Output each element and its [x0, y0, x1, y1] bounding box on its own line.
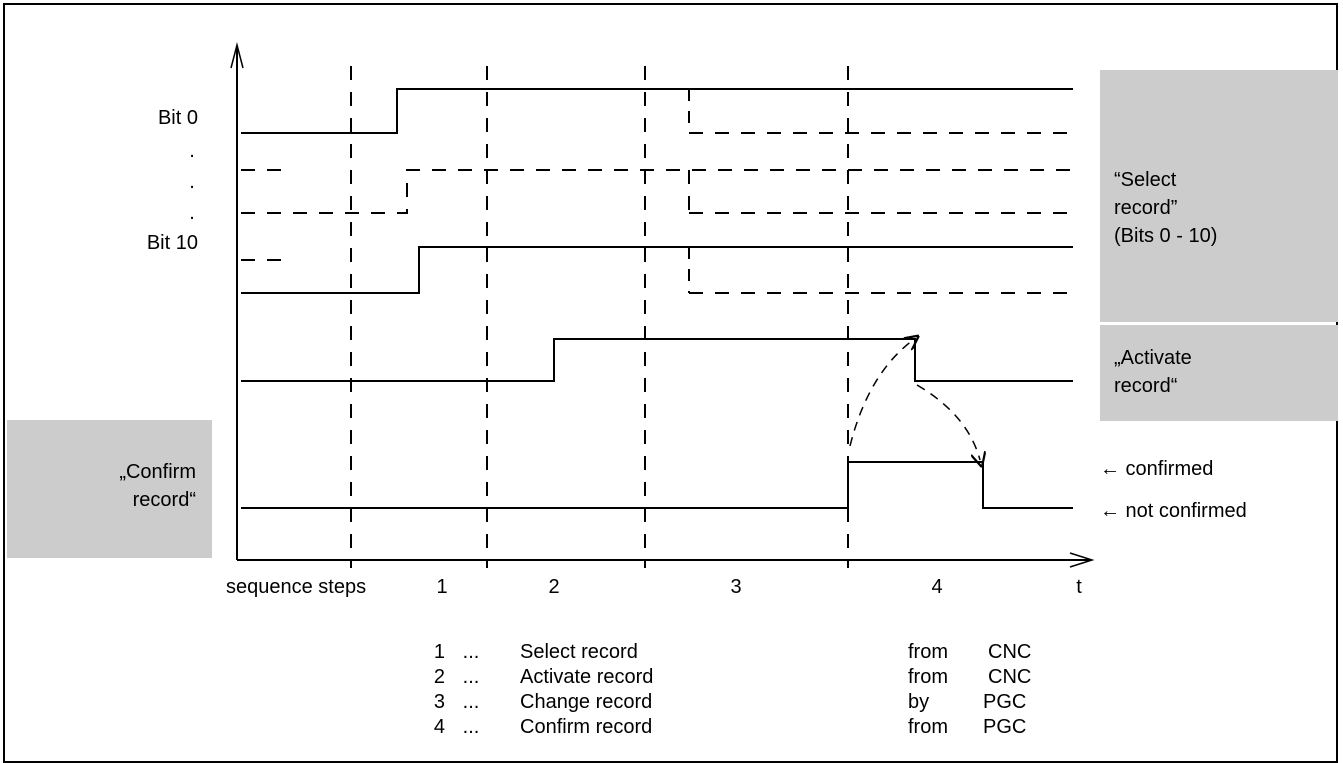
- legend-action-1: Select record: [520, 641, 638, 663]
- bit10-label: Bit 10: [147, 232, 198, 254]
- legend: 1 ... Select record from CNC 2 ... Activ…: [434, 641, 1031, 738]
- bit10-signal: [241, 246, 1073, 294]
- legend-action-3: Change record: [520, 691, 652, 713]
- legend-source-4: PGC: [983, 716, 1026, 738]
- activate-record-signal: [241, 338, 1073, 382]
- confirm-to-activate-arrow: [849, 340, 913, 447]
- bit0-signal: [241, 88, 1073, 134]
- step-number-4: 4: [931, 576, 942, 598]
- middle-bits-signal: [241, 169, 1073, 214]
- step-number-2: 2: [548, 576, 559, 598]
- legend-source-prefix-3: by: [908, 691, 929, 713]
- legend-source-prefix-4: from: [908, 716, 948, 738]
- confirm-record-panel: [7, 420, 212, 558]
- legend-sep-2: ...: [463, 666, 480, 688]
- legend-num-3: 3: [434, 691, 445, 713]
- select-record-line-1: “Select: [1114, 169, 1177, 191]
- legend-source-2: CNC: [988, 666, 1031, 688]
- activate-record-line-1: „Activate: [1114, 347, 1192, 369]
- legend-source-3: PGC: [983, 691, 1026, 713]
- activate-to-confirm-arrow: [916, 384, 980, 460]
- legend-num-4: 4: [434, 716, 445, 738]
- dot-2: .: [189, 171, 195, 193]
- legend-num-2: 2: [434, 666, 445, 688]
- legend-source-1: CNC: [988, 641, 1031, 663]
- legend-source-prefix-1: from: [908, 641, 948, 663]
- activate-record-panel: [1100, 325, 1338, 421]
- activate-record-line-2: record“: [1114, 375, 1177, 397]
- dot-1: .: [189, 140, 195, 162]
- dot-3: .: [189, 202, 195, 224]
- legend-num-1: 1: [434, 641, 445, 663]
- legend-sep-4: ...: [463, 716, 480, 738]
- not-confirmed-state-label: ← not confirmed: [1100, 500, 1247, 522]
- legend-action-4: Confirm record: [520, 716, 652, 738]
- step-number-3: 3: [730, 576, 741, 598]
- bit0-label: Bit 0: [158, 107, 198, 129]
- select-record-line-2: record”: [1114, 197, 1177, 219]
- legend-sep-1: ...: [463, 641, 480, 663]
- step-boundaries: [350, 66, 849, 568]
- legend-action-2: Activate record: [520, 666, 653, 688]
- time-label: t: [1076, 576, 1082, 598]
- confirm-record-signal: [241, 461, 1073, 509]
- select-record-panel: [1100, 70, 1338, 322]
- legend-sep-3: ...: [463, 691, 480, 713]
- select-record-line-3: (Bits 0 - 10): [1114, 225, 1217, 247]
- y-axis-arrow: [230, 42, 244, 69]
- confirm-record-line-2: record“: [133, 489, 196, 511]
- step-number-1: 1: [436, 576, 447, 598]
- legend-source-prefix-2: from: [908, 666, 948, 688]
- confirm-record-line-1: „Confirm: [119, 461, 196, 483]
- sequence-steps-label: sequence steps: [226, 576, 366, 598]
- confirmed-state-label: ← confirmed: [1100, 458, 1213, 480]
- time-axis-arrow: [1069, 552, 1095, 568]
